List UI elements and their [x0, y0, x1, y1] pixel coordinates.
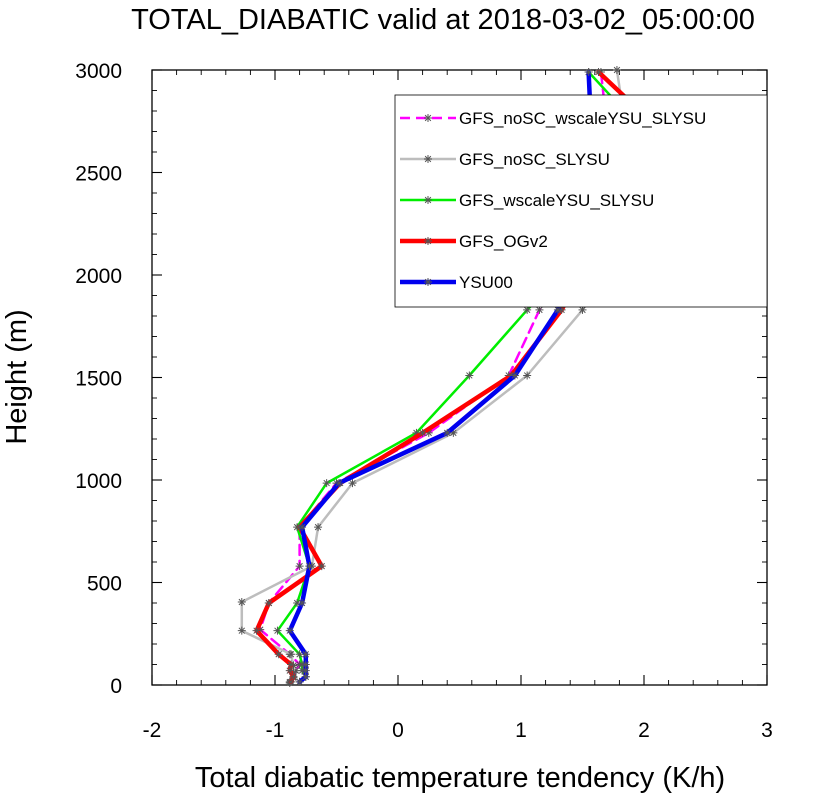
data-point-marker	[285, 666, 294, 675]
data-point-marker	[295, 677, 304, 686]
data-point-marker	[286, 677, 295, 686]
x-tick-labels: -2 -1 0 1 2 3	[143, 719, 773, 742]
legend-label: GFS_noSC_wscaleYSU_SLYSU	[459, 109, 706, 128]
data-point-marker	[334, 479, 343, 488]
data-point-marker	[314, 523, 323, 532]
data-point-marker	[256, 625, 265, 634]
x-tick-label: 1	[515, 719, 527, 742]
x-tick-label: 3	[761, 719, 773, 742]
data-point-marker	[298, 599, 307, 607]
x-tick-label: -2	[143, 719, 162, 742]
legend-label: GFS_OGv2	[459, 232, 548, 251]
data-point-marker	[424, 428, 433, 437]
data-point-marker	[237, 597, 246, 606]
data-point-marker	[295, 650, 304, 659]
legend-marker	[424, 114, 432, 122]
data-point-marker	[449, 428, 458, 437]
legend-marker	[424, 237, 432, 245]
data-point-marker	[301, 660, 310, 669]
data-point-marker	[286, 650, 295, 659]
legend-label: GFS_wscaleYSU_SLYSU	[459, 191, 654, 210]
data-point-marker	[584, 68, 593, 77]
x-tick-label: 0	[392, 719, 404, 742]
data-point-marker	[443, 428, 452, 437]
data-point-marker	[252, 626, 261, 635]
data-point-marker	[285, 626, 294, 635]
data-point-marker	[301, 666, 310, 675]
data-point-marker	[293, 599, 302, 607]
data-point-marker	[289, 661, 298, 670]
legend: GFS_noSC_wscaleYSU_SLYSU GFS_noSC_SLYSU GF…	[394, 94, 768, 308]
y-tick-labels: 0 500 1000 1500 2000 2500 3000	[75, 60, 122, 698]
data-point-marker	[578, 305, 587, 314]
x-tick-label: -1	[266, 719, 285, 742]
y-tick-label: 2000	[75, 265, 122, 288]
x-tick-label: 2	[638, 719, 650, 742]
legend-entry: GFS_noSC_SLYSU	[400, 150, 610, 169]
data-point-marker	[264, 599, 273, 607]
y-tick-label: 2500	[75, 163, 122, 186]
data-point-marker	[523, 305, 532, 314]
data-point-marker	[348, 479, 357, 488]
data-point-marker	[301, 650, 310, 659]
legend-entry: GFS_OGv2	[400, 232, 548, 251]
data-point-marker	[465, 371, 474, 380]
data-point-marker	[535, 305, 544, 314]
data-point-marker	[523, 371, 532, 380]
legend-entry: GFS_wscaleYSU_SLYSU	[400, 191, 654, 210]
y-tick-label: 3000	[75, 60, 122, 83]
data-point-marker	[301, 672, 310, 681]
data-point-marker	[295, 562, 304, 571]
data-point-marker	[418, 428, 427, 437]
data-point-marker	[298, 523, 307, 532]
data-point-marker	[510, 371, 519, 380]
data-point-marker	[412, 428, 421, 437]
legend-label: GFS_noSC_SLYSU	[459, 150, 610, 169]
y-tick-label: 1000	[75, 470, 122, 493]
legend-marker	[424, 278, 432, 286]
y-axis-label: Height (m)	[1, 309, 33, 444]
data-point-marker	[612, 66, 621, 74]
chart-title: TOTAL_DIABATIC valid at 2018-03-02_05:00…	[131, 4, 755, 36]
legend-entry: GFS_noSC_wscaleYSU_SLYSU	[400, 109, 706, 128]
legend-marker	[424, 155, 432, 163]
data-point-marker	[237, 626, 246, 635]
data-point-marker	[317, 562, 326, 571]
data-point-marker	[322, 479, 331, 488]
data-point-marker	[286, 660, 295, 669]
data-point-marker	[274, 650, 283, 659]
y-tick-label: 0	[110, 675, 122, 698]
data-point-marker	[289, 672, 298, 681]
data-point-marker	[273, 626, 282, 635]
x-axis-label: Total diabatic temperature tendency (K/h…	[195, 762, 725, 794]
y-tick-label: 500	[87, 573, 122, 596]
y-tick-label: 1500	[75, 368, 122, 391]
data-point-marker	[553, 305, 562, 314]
legend-entry: YSU00	[400, 273, 513, 292]
data-point-marker	[305, 562, 314, 571]
legend-label: YSU00	[459, 273, 513, 292]
data-point-marker	[594, 68, 603, 77]
legend-marker	[424, 196, 432, 204]
legend-box	[394, 94, 768, 308]
